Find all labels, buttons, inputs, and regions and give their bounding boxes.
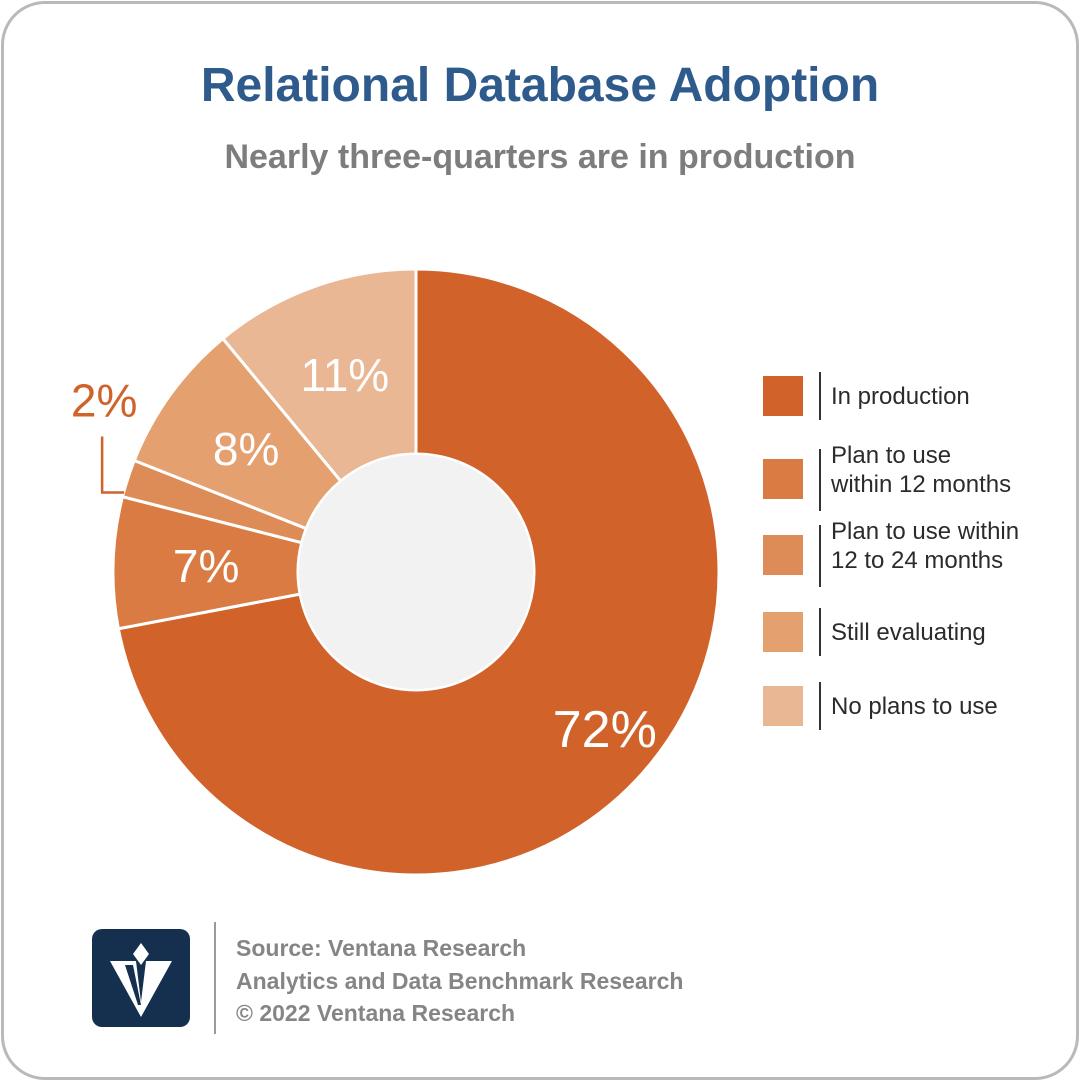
slice-value-label: 11% [301, 349, 390, 401]
legend-divider [819, 608, 821, 656]
legend-swatch [763, 686, 803, 726]
legend-label: No plans to use [831, 692, 998, 721]
donut-hole [299, 455, 533, 689]
legend-label: In production [831, 382, 970, 411]
legend-label: Plan to use within 12 to 24 months [831, 517, 1019, 575]
legend-swatch [763, 612, 803, 652]
legend-swatch [763, 376, 803, 416]
footer-copyright: © 2022 Ventana Research [236, 1000, 516, 1026]
legend-divider [819, 682, 821, 730]
slice-leader-line [100, 436, 125, 494]
slice-value-label: 2% [71, 375, 137, 427]
legend-label-line: In production [831, 383, 970, 410]
legend-label-line: No plans to use [831, 693, 998, 720]
legend-divider [819, 449, 821, 511]
slice-value-label: 8% [213, 423, 279, 475]
legend-label: Still evaluating [831, 618, 986, 647]
slice-value-label: 7% [173, 540, 239, 592]
legend-label-line: Still evaluating [831, 619, 986, 646]
legend-swatch [763, 535, 803, 575]
footer-source: Source: Ventana Research [236, 935, 527, 961]
legend-label-line: Plan to use within [831, 518, 1020, 545]
chart-title: Relational Database Adoption [200, 59, 880, 112]
donut-slice [220, 267, 418, 484]
legend-divider [819, 525, 821, 587]
legend-swatch [763, 459, 803, 499]
legend-label: Plan to use within 12 months [831, 441, 1011, 499]
footer-divider [214, 922, 216, 1034]
legend-label-line: 12 to 24 months [831, 547, 1004, 574]
slice-value-label: 72% [553, 701, 657, 759]
footer-study: Analytics and Data Benchmark Research [236, 968, 684, 994]
chart-subtitle: Nearly three-quarters are in production [224, 138, 856, 176]
legend-divider [819, 372, 821, 420]
legend-label-line: Plan to use [831, 442, 952, 469]
legend-label-line: within 12 months [831, 471, 1012, 498]
donut-slice [116, 267, 721, 877]
ventana-logo [92, 929, 190, 1027]
